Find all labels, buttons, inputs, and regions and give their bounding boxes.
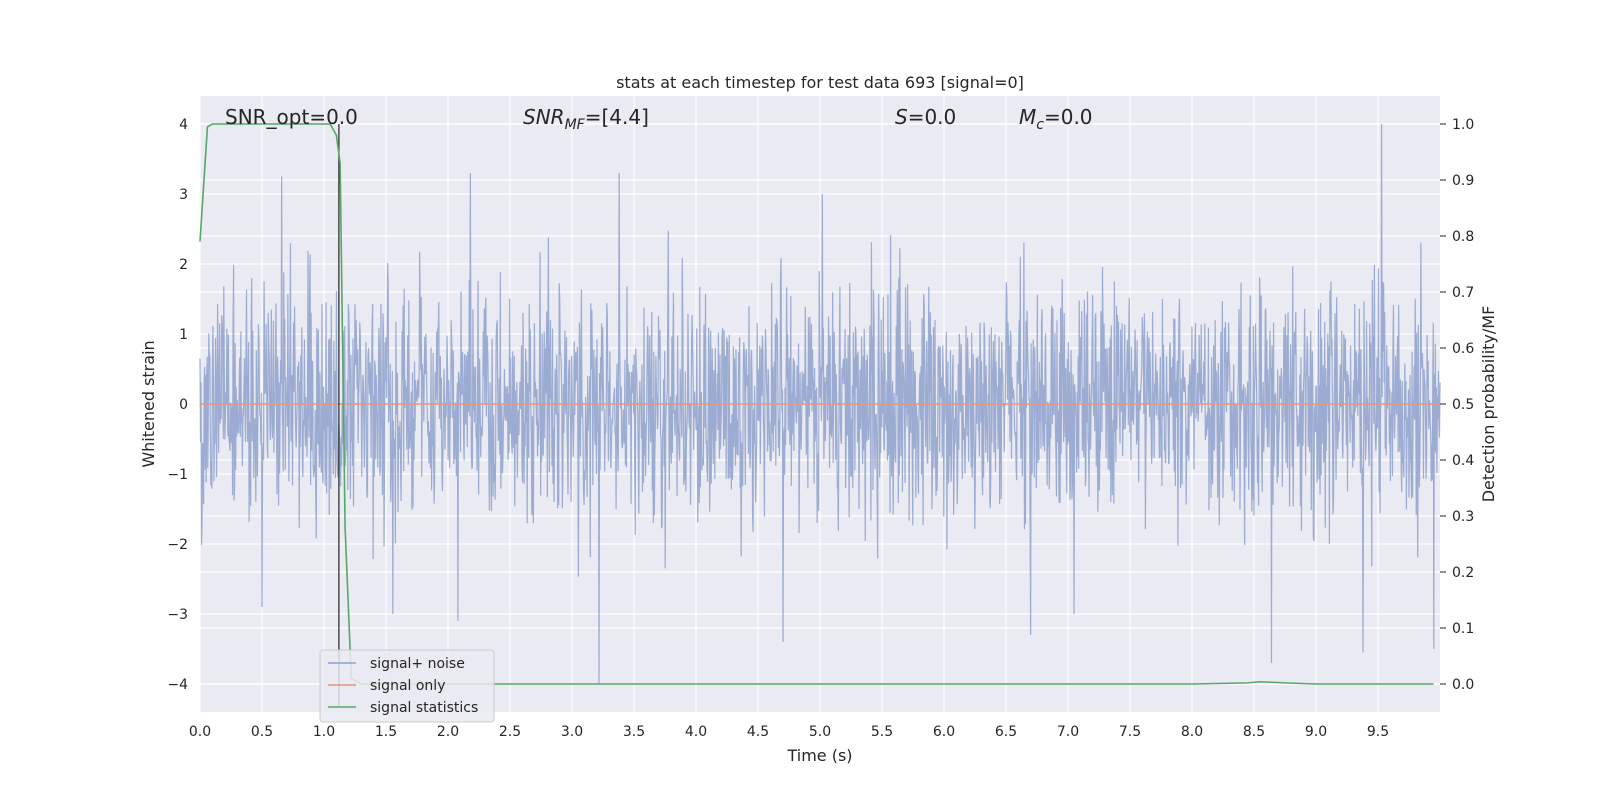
annotation-snr-mf: SNRMF=[4.4] xyxy=(523,105,649,133)
annotation-mc: Mc=0.0 xyxy=(1019,105,1093,133)
y-axis-label: Whitened strain xyxy=(139,340,158,467)
x-tick-label: 7.0 xyxy=(1057,724,1079,740)
x-tick-label: 5.5 xyxy=(871,724,893,740)
y2-axis-label: Detection probability/MF xyxy=(1479,306,1498,503)
annotation-mc-main: M xyxy=(1019,105,1036,129)
x-tick-label: 7.5 xyxy=(1119,724,1141,740)
x-tick-label: 8.0 xyxy=(1181,724,1203,740)
y2-tick-label: 0.9 xyxy=(1452,173,1474,189)
y2-tick-label: 0.7 xyxy=(1452,285,1474,301)
y2-tick-label: 0.6 xyxy=(1452,341,1474,357)
series-line-signal-noise xyxy=(199,123,1441,685)
x-tick-label: 5.0 xyxy=(809,724,831,740)
x-tick-label: 4.5 xyxy=(747,724,769,740)
y2-tick-label: 1.0 xyxy=(1452,117,1474,133)
annotation-snr-mf-value: =[4.4] xyxy=(585,105,649,129)
y2-tick-label: 0.2 xyxy=(1452,565,1474,581)
y2-tick-label: 0.0 xyxy=(1452,677,1474,693)
y2-tick-label: 0.4 xyxy=(1452,453,1474,469)
chart-title: stats at each timestep for test data 693… xyxy=(616,73,1024,92)
legend-label-signal-noise: signal+ noise xyxy=(370,656,465,672)
legend-label-signal-only: signal only xyxy=(370,678,445,694)
annotation-s: S=0.0 xyxy=(895,105,956,129)
annotation-snr-opt: SNR_opt=0.0 xyxy=(225,105,358,129)
y-tick-label: 1 xyxy=(179,327,188,343)
y-tick-label: −4 xyxy=(167,677,188,693)
y-tick-label: −1 xyxy=(167,467,188,483)
x-tick-label: 0.0 xyxy=(189,724,211,740)
y2-tick-label: 0.3 xyxy=(1452,509,1474,525)
annotation-snr-mf-main: SNR xyxy=(523,105,565,129)
x-tick-label: 2.5 xyxy=(499,724,521,740)
annotation-mc-value: =0.0 xyxy=(1044,105,1093,129)
x-tick-label: 3.5 xyxy=(623,724,645,740)
x-tick-label: 8.5 xyxy=(1243,724,1265,740)
legend: signal+ noise signal only signal statist… xyxy=(319,649,495,723)
y2-tick-label: 0.1 xyxy=(1452,621,1474,637)
y-tick-label: 2 xyxy=(179,257,188,273)
x-axis-label: Time (s) xyxy=(786,746,852,765)
legend-frame xyxy=(319,649,495,723)
y-tick-label: 4 xyxy=(179,117,188,133)
y2-tick-label: 0.5 xyxy=(1452,397,1474,413)
annotation-mc-sub: c xyxy=(1036,117,1044,133)
y2-tick-label: 0.8 xyxy=(1452,229,1474,245)
x-tick-label: 3.0 xyxy=(561,724,583,740)
x-axis-ticks: 0.0 0.5 1.0 1.5 2.0 2.5 3.0 3.5 4.0 4.5 5.0 5.5 6.0 6… xyxy=(189,724,1389,740)
annotation-s-main: S xyxy=(895,105,908,129)
x-tick-label: 9.0 xyxy=(1305,724,1327,740)
legend-label-signal-statistics: signal statistics xyxy=(370,700,478,716)
x-tick-label: 6.0 xyxy=(933,724,955,740)
x-tick-label: 2.0 xyxy=(437,724,459,740)
y-tick-label: 3 xyxy=(179,187,188,203)
x-tick-label: 9.5 xyxy=(1367,724,1389,740)
y-axis-ticks: 4 3 2 1 0 −1 −2 −3 −4 xyxy=(167,117,188,693)
series-signal-only xyxy=(200,124,1440,706)
series-signal-noise xyxy=(199,123,1441,685)
x-tick-label: 0.5 xyxy=(251,724,273,740)
x-tick-label: 1.5 xyxy=(375,724,397,740)
annotation-s-value: =0.0 xyxy=(908,105,957,129)
y-tick-label: 0 xyxy=(179,397,188,413)
y-tick-label: −2 xyxy=(167,537,188,553)
annotation-snr-mf-sub: MF xyxy=(565,117,586,133)
y-tick-label: −3 xyxy=(167,607,188,623)
x-tick-label: 6.5 xyxy=(995,724,1017,740)
x-tick-label: 1.0 xyxy=(313,724,335,740)
y2-axis-ticks: 1.0 0.9 0.8 0.7 0.6 0.5 0.4 0.3 0.2 0.1 0.0 xyxy=(1440,117,1474,693)
x-tick-label: 4.0 xyxy=(685,724,707,740)
